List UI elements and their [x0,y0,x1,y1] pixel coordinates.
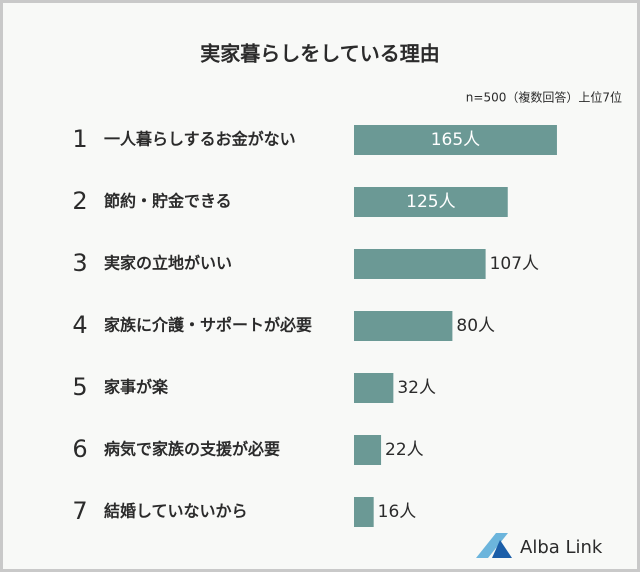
logo-icon [476,533,508,558]
value-label: 32人 [397,378,436,398]
logo: Alba Link [476,533,603,558]
value-label: 107人 [490,254,539,274]
rank: 4 [72,311,87,339]
value-label: 165人 [431,130,480,150]
category-label: 実家の立地がいい [104,254,232,273]
rank: 7 [72,497,87,525]
bar [354,311,453,341]
value-label: 125人 [406,192,455,212]
chart-title: 実家暮らしをしている理由 [200,42,439,66]
bar [354,125,557,155]
bar [354,497,374,527]
bar [354,249,486,279]
rank: 6 [72,435,87,463]
rank: 5 [72,373,87,401]
rank: 2 [72,187,87,215]
brand: Alba Link [520,537,603,558]
value-label: 16人 [378,502,417,522]
category-label: 一人暮らしするお金がない [104,130,296,149]
subtitle: n=500（複数回答）上位7位 [466,90,622,105]
category-label: 家族に介護・サポートが必要 [104,316,312,335]
category-label: 病気で家族の支援が必要 [104,440,280,459]
value-label: 80人 [456,316,495,336]
logo-icon [492,540,512,558]
bar [354,435,382,465]
rank: 3 [72,249,87,277]
bar [354,187,508,217]
bar [354,373,394,403]
category-label: 家事が楽 [104,378,169,397]
category-label: 節約・貯金できる [103,192,232,211]
rank: 1 [72,125,87,153]
value-label: 22人 [385,440,424,460]
category-label: 結婚していないから [104,502,248,521]
